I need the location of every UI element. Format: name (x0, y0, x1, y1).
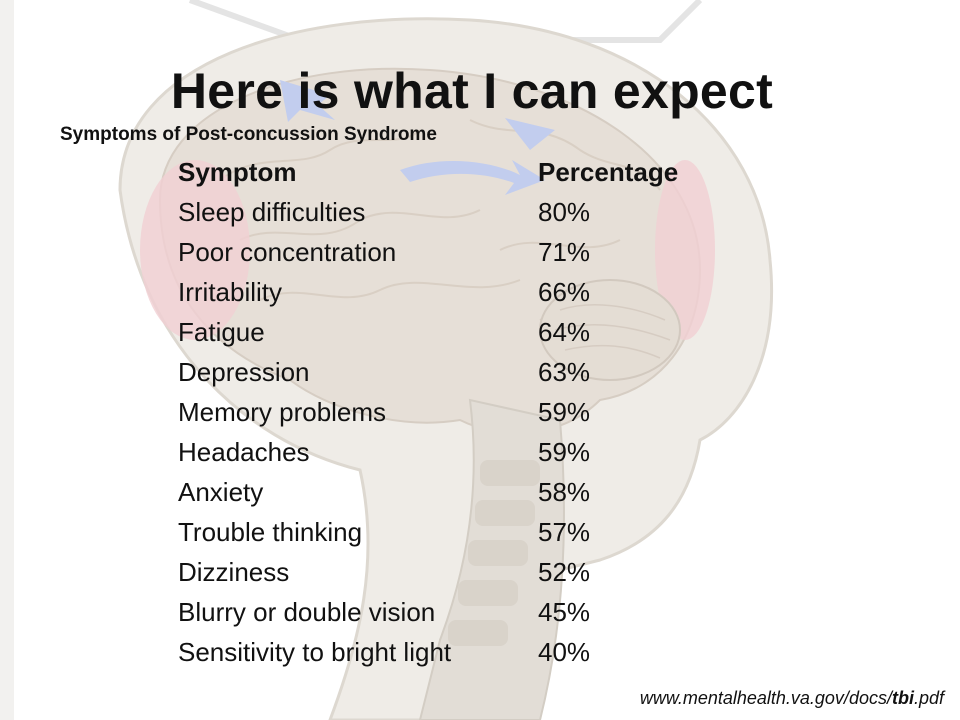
table-row: Headaches 59% (178, 432, 678, 472)
symptom-cell: Anxiety (178, 476, 264, 507)
percentage-cell: 58% (538, 476, 591, 507)
symptom-cell: Sleep difficulties (178, 196, 366, 227)
symptom-cell: Sensitivity to bright light (178, 636, 452, 667)
table-header-row: Symptom Percentage (178, 152, 678, 192)
symptom-cell: Irritability (178, 276, 283, 307)
table-row: Irritability 66% (178, 272, 678, 312)
back-bruise (655, 160, 715, 340)
header-symptom: Symptom (178, 156, 297, 187)
table-row: Sleep difficulties 80% (178, 192, 678, 232)
arrow-icon (400, 160, 545, 195)
percentage-cell: 71% (538, 236, 591, 267)
percentage-cell: 40% (538, 636, 591, 667)
percentage-cell: 57% (538, 516, 591, 547)
table-row: Fatigue 64% (178, 312, 678, 352)
table-row: Sensitivity to bright light 40% (178, 632, 678, 672)
source-suffix: .pdf (913, 688, 944, 708)
table-row: Memory problems 59% (178, 392, 678, 432)
symptom-cell: Trouble thinking (178, 516, 363, 547)
symptom-cell: Depression (178, 356, 310, 387)
percentage-cell: 45% (538, 596, 591, 627)
table-row: Dizziness 52% (178, 552, 678, 592)
percentage-cell: 66% (538, 276, 591, 307)
symptom-cell: Memory problems (178, 396, 387, 427)
source-prefix: www.mentalhealth.va.gov/docs/ (639, 688, 892, 708)
percentage-cell: 59% (538, 436, 591, 467)
percentage-cell: 64% (538, 316, 591, 347)
table-caption: Symptoms of Post-concussion Syndrome (60, 124, 437, 145)
arrow-icon (505, 118, 555, 150)
percentage-cell: 80% (538, 196, 591, 227)
symptom-cell: Fatigue (178, 316, 265, 347)
symptom-cell: Dizziness (178, 556, 290, 587)
source-bold: tbi (891, 688, 914, 708)
symptom-table: Symptom Percentage Sleep difficulties 80%… (178, 152, 678, 672)
cerebellum (539, 279, 681, 381)
table-row: Trouble thinking 57% (178, 512, 678, 552)
percentage-cell: 59% (538, 396, 591, 427)
table-row: Blurry or double vision 45% (178, 592, 678, 632)
symptom-cell: Headaches (178, 436, 310, 467)
symptom-cell: Blurry or double vision (178, 596, 436, 627)
header-percentage: Percentage (538, 156, 679, 187)
front-bruise (140, 160, 250, 340)
percentage-cell: 52% (538, 556, 591, 587)
table-row: Depression 63% (178, 352, 678, 392)
source-link[interactable]: www.mentalhealth.va.gov/docs/tbi.pdf (640, 688, 944, 709)
arrow-icon (280, 80, 335, 122)
table-row: Poor concentration 71% (178, 232, 678, 272)
table-row: Anxiety 58% (178, 472, 678, 512)
slide-title: Here is what I can expect (170, 62, 774, 119)
symptom-cell: Poor concentration (178, 236, 397, 267)
percentage-cell: 63% (538, 356, 591, 387)
